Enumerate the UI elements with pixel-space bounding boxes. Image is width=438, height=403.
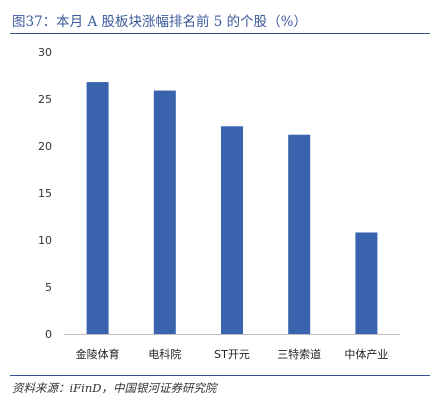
- x-axis: 金陵体育 电科院 ST开元 三特索道 中体产业: [64, 334, 400, 361]
- bar-4: [288, 134, 311, 334]
- y-tick-label: 0: [45, 328, 52, 341]
- bars-group: [86, 82, 378, 334]
- x-category-label: 电科院: [148, 347, 181, 361]
- chart-title: 图37：本月 A 股板块涨幅排名前 5 的个股（%）: [12, 14, 308, 30]
- x-category-label: ST开元: [214, 348, 250, 361]
- y-tick-label: 25: [38, 93, 52, 106]
- bar-1: [86, 82, 109, 334]
- x-category-label: 三特索道: [277, 347, 321, 361]
- x-category-label: 金陵体育: [76, 347, 120, 361]
- bar-2: [153, 90, 176, 334]
- bar-chart: 0 5 10 15 20 25 30 金陵体育 电科院 ST开元 三特索道 中体产业: [38, 46, 400, 361]
- top-rule: [10, 33, 430, 34]
- y-tick-label: 30: [38, 46, 52, 59]
- y-tick-label: 15: [38, 187, 52, 200]
- y-tick-label: 10: [38, 234, 52, 247]
- y-tick-label: 5: [45, 281, 52, 294]
- bar-5: [355, 232, 378, 334]
- y-axis: 0 5 10 15 20 25 30: [38, 46, 52, 341]
- source-note: 资料来源：iFinD，中国银河证券研究院: [12, 381, 217, 395]
- bar-3: [221, 126, 243, 334]
- y-tick-label: 20: [38, 140, 52, 153]
- bottom-rule: [10, 375, 430, 376]
- x-category-label: 中体产业: [344, 347, 388, 361]
